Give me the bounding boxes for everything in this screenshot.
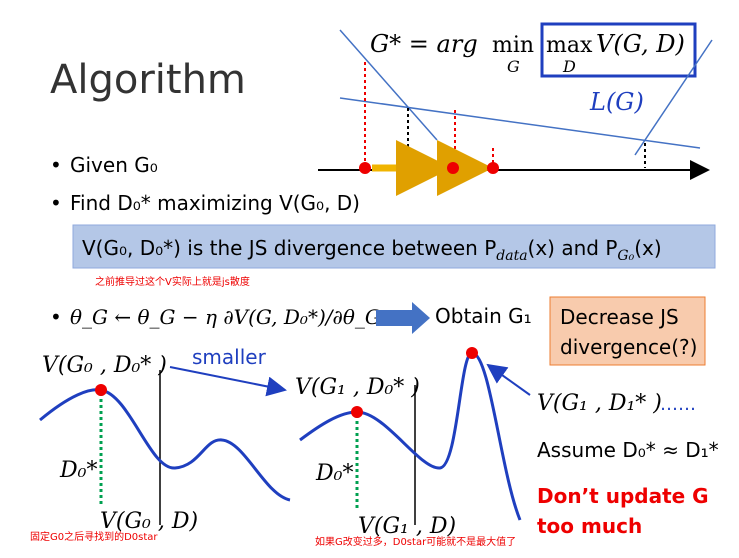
plot-label: V(G₀ , D₀* ) <box>42 353 167 378</box>
arrow <box>376 302 430 334</box>
curve-label: L(G) <box>589 88 644 116</box>
mid-plot <box>299 347 522 525</box>
bullet: Find D₀* maximizing V(G₀, D) <box>70 191 360 215</box>
subscript: G₀ <box>617 248 634 264</box>
plot-label: D₀* <box>315 461 353 486</box>
text: V(G₀, D₀*) is the JS divergence between … <box>82 236 496 260</box>
bullet-dot: • <box>50 191 62 215</box>
plot-label: D₀* <box>59 458 97 483</box>
warning: Don’t update G <box>537 484 709 508</box>
plot-label: V(G₁ , D) <box>358 514 456 539</box>
plot-label: V(G₁ , D₁* ) <box>537 391 662 416</box>
formula-box <box>540 22 697 78</box>
plot-label: V(G₁ , D₀* ) <box>295 375 420 400</box>
arrow <box>486 363 531 396</box>
subscript: data <box>496 248 527 264</box>
plot-label: V(G₀ , D) <box>100 509 198 534</box>
warning: too much <box>537 514 642 538</box>
bullet: Given G₀ <box>70 153 158 177</box>
obtain: Obtain G₁ <box>435 304 532 328</box>
text: (x) <box>634 236 661 260</box>
callout-text: divergence(?) <box>560 335 697 359</box>
highlight-text: V(G₀, D₀*) is the JS divergence between … <box>82 236 662 264</box>
bullet-dot: • <box>50 305 62 329</box>
callout-box <box>549 296 706 366</box>
formula-max-sub: D <box>562 57 576 76</box>
formula-rhs: V(G, D) <box>596 30 685 58</box>
bullet: θ_G ← θ_G − η ∂V(G, D₀*)/∂θ_G <box>70 305 381 329</box>
arrow <box>169 366 287 397</box>
formula-min: min <box>492 33 534 58</box>
smaller: smaller <box>192 345 267 369</box>
title: Algorithm <box>50 57 246 103</box>
note: 如果G改变过多，D0star可能就不是最大值了 <box>315 535 516 548</box>
highlight-box <box>72 224 716 269</box>
text: (x) and P <box>528 236 618 260</box>
top-diagram <box>318 29 713 196</box>
callout-text: Decrease JS <box>560 305 679 329</box>
ellipsis: …… <box>660 394 696 415</box>
note: 之前推导过这个V实际上就是js散度 <box>95 275 250 288</box>
note: 固定G0之后寻找到的D0star <box>30 530 158 543</box>
formula-min-sub: G <box>507 57 520 76</box>
formula-lhs: G* = arg <box>370 30 478 58</box>
assume: Assume D₀* ≈ D₁* <box>537 438 719 462</box>
left-plot <box>39 370 291 525</box>
bullet-dot: • <box>50 153 62 177</box>
formula-max: max <box>546 33 593 58</box>
